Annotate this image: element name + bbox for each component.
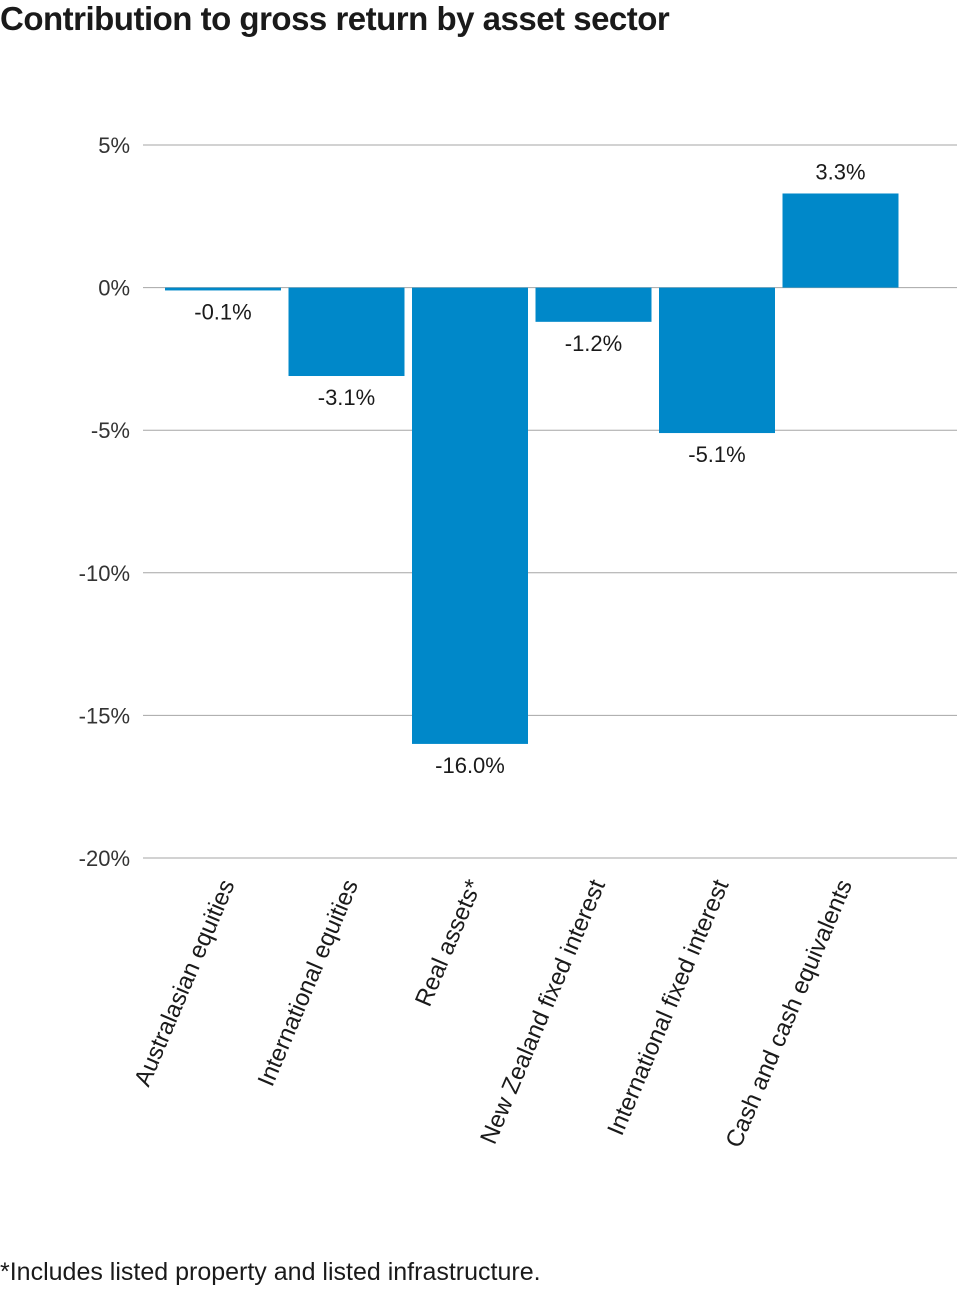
category-label: Real assets* xyxy=(410,876,487,1011)
y-tick-label: -15% xyxy=(79,703,130,728)
category-label: Cash and cash equivalents xyxy=(721,876,858,1152)
data-label: -1.2% xyxy=(565,331,622,356)
data-label: -5.1% xyxy=(688,442,745,467)
y-axis-ticks: 5% 0% -5% -10% -15% -20% xyxy=(79,133,130,871)
bar xyxy=(165,287,281,291)
bar-chart: 5% 0% -5% -10% -15% -20% -0.1% -3.1% -16.0% -1.2… xyxy=(79,133,957,1152)
y-tick-label: 0% xyxy=(98,276,130,301)
data-label: -16.0% xyxy=(435,753,505,778)
y-tick-label: -5% xyxy=(91,418,130,443)
category-label: New Zealand fixed interest xyxy=(475,875,611,1147)
category-label: International fixed interest xyxy=(602,875,734,1139)
category-label: Australasian equities xyxy=(129,876,240,1090)
x-axis-categories: Australasian equities International equit… xyxy=(129,875,858,1151)
data-label: 3.3% xyxy=(815,159,865,184)
footnote: *Includes listed property and listed inf… xyxy=(0,1258,541,1286)
bar xyxy=(412,287,528,744)
bar xyxy=(535,287,652,322)
data-label: -0.1% xyxy=(194,299,251,324)
chart-title: Contribution to gross return by asset se… xyxy=(0,0,670,37)
data-label: -3.1% xyxy=(318,385,375,410)
bar xyxy=(659,287,775,434)
y-tick-label: 5% xyxy=(98,133,130,158)
data-labels: -0.1% -3.1% -16.0% -1.2% -5.1% 3.3% xyxy=(194,159,865,777)
y-tick-label: -10% xyxy=(79,561,130,586)
category-label: International equities xyxy=(253,876,364,1090)
bar xyxy=(288,287,405,377)
bars xyxy=(165,193,899,744)
bar xyxy=(782,193,899,288)
y-tick-label: -20% xyxy=(79,846,130,871)
